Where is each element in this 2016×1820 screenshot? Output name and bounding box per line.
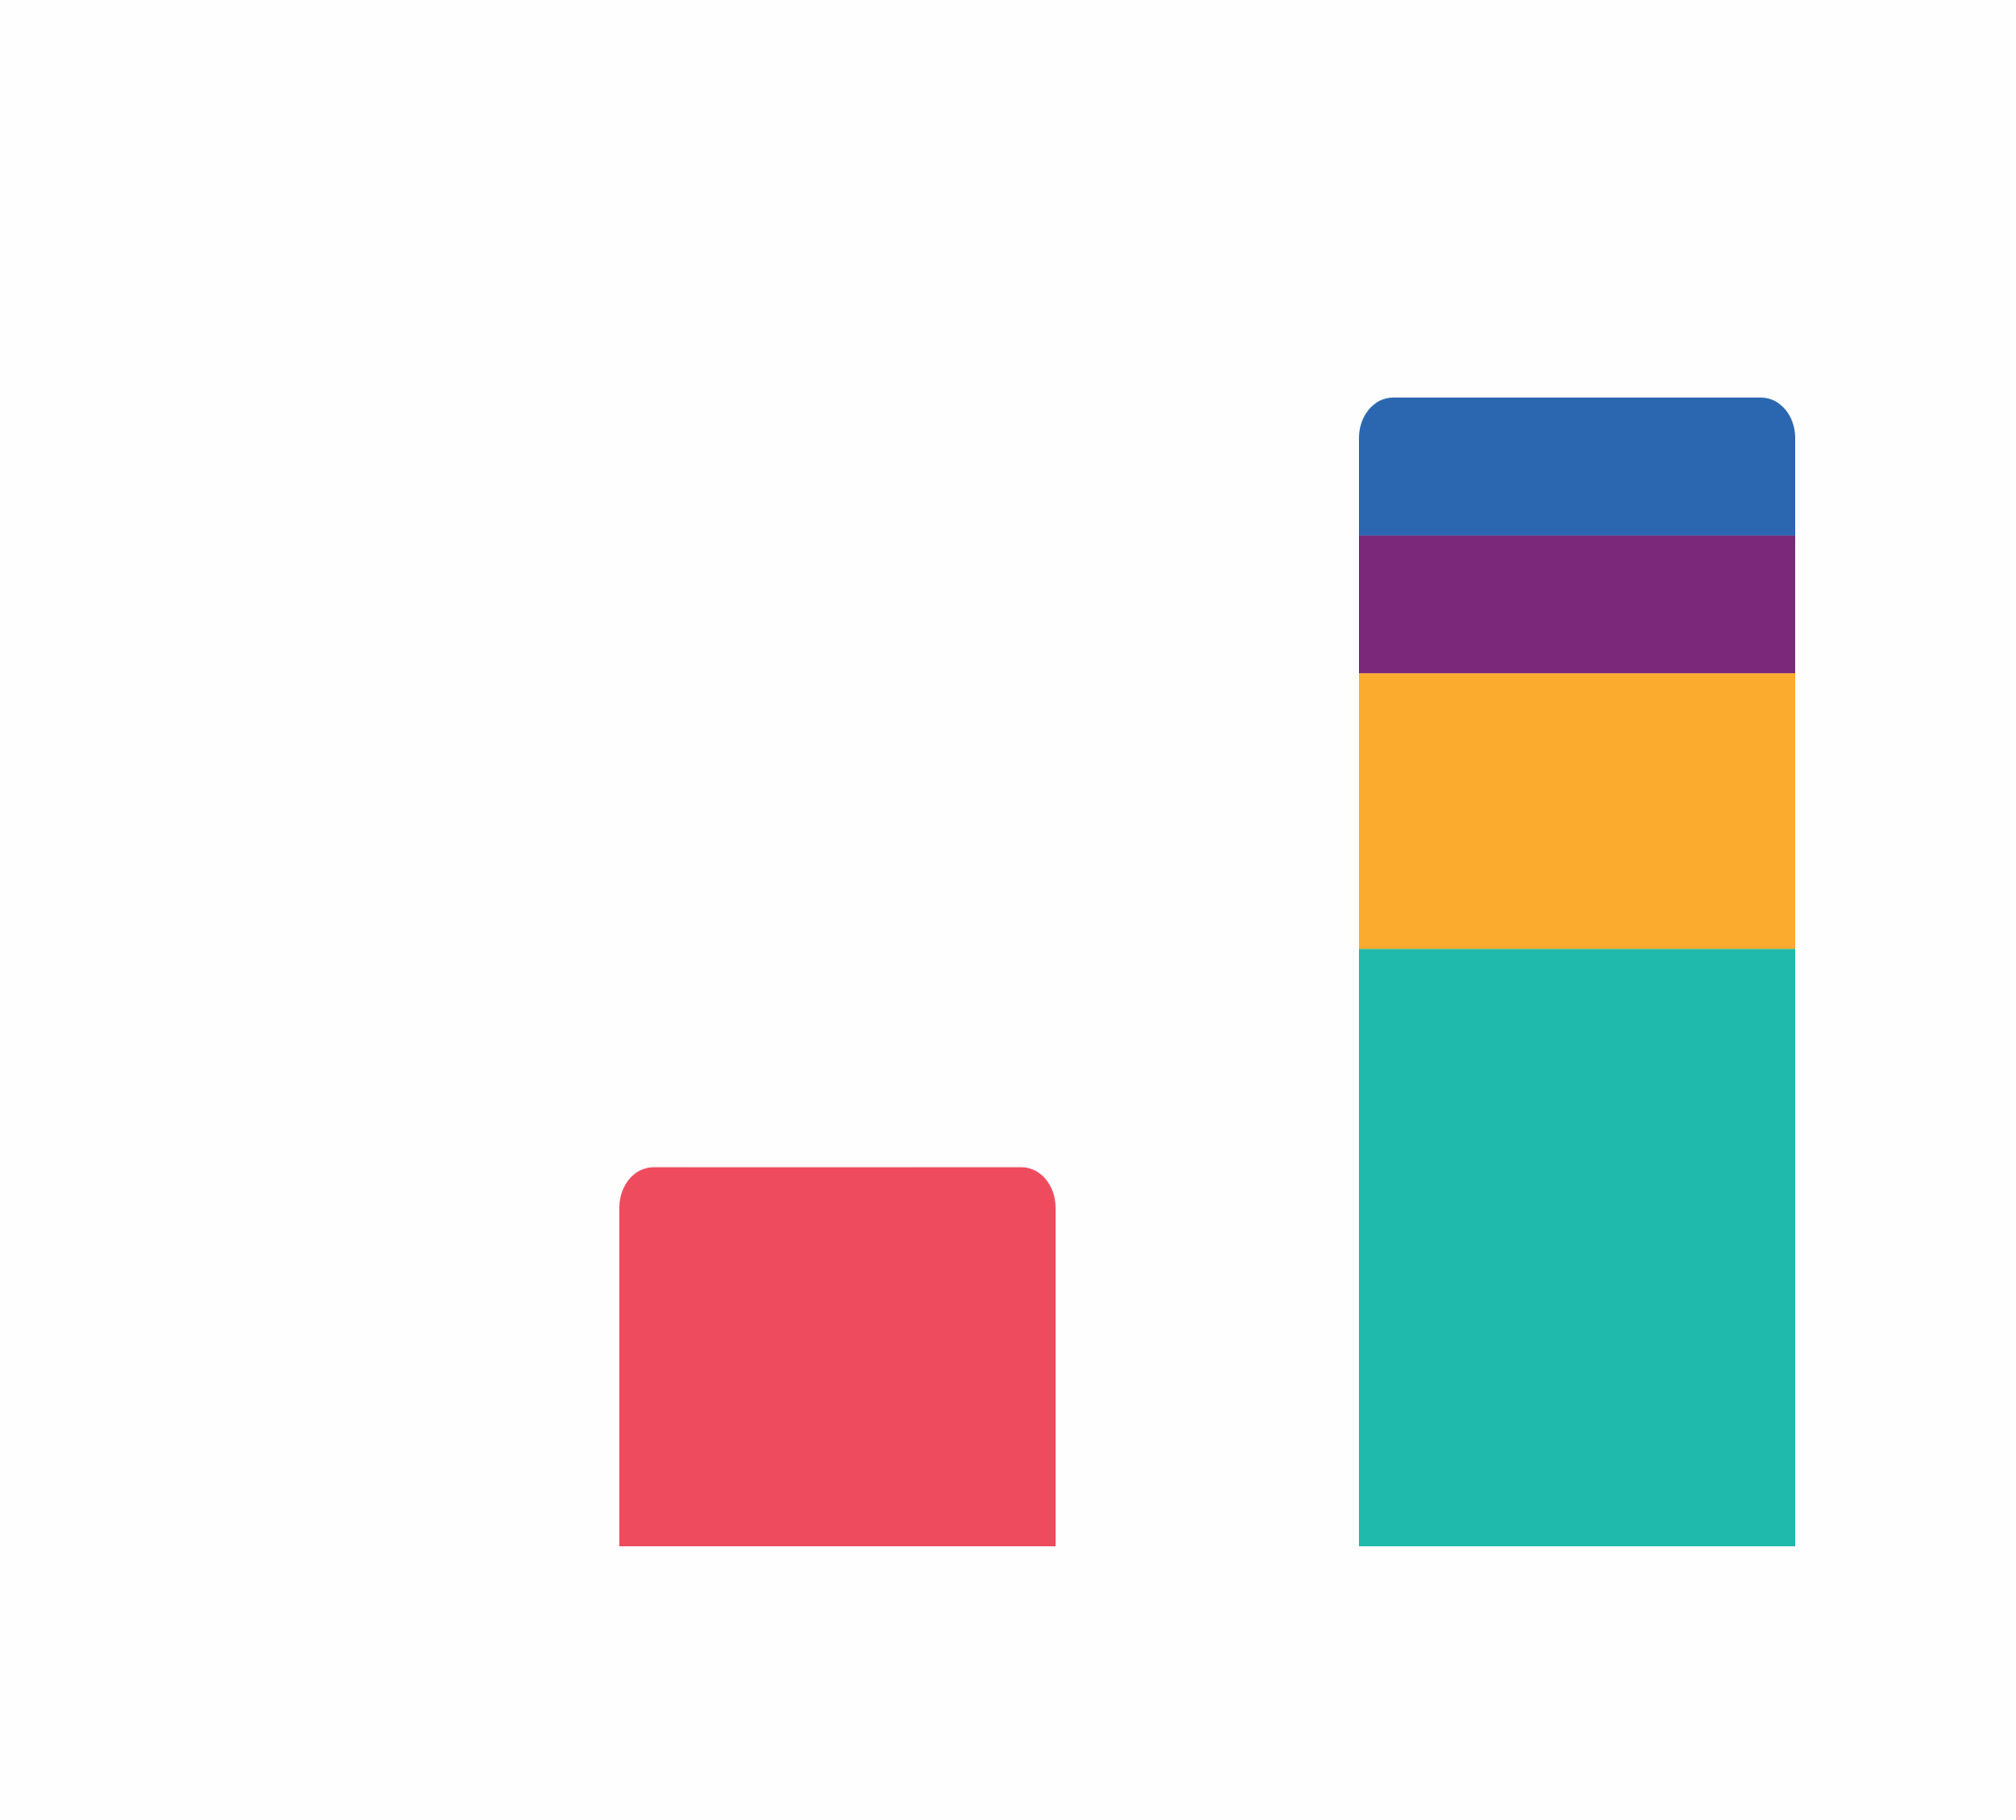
bar-segment-2-series-2 (1359, 949, 1795, 1546)
bar-segment-2-series-4 (1359, 535, 1795, 674)
bar-segment-2-series-3 (1359, 673, 1795, 949)
bar-segment-2-series-5 (1359, 398, 1795, 536)
bar-segment-1-series-1 (619, 1167, 1056, 1546)
